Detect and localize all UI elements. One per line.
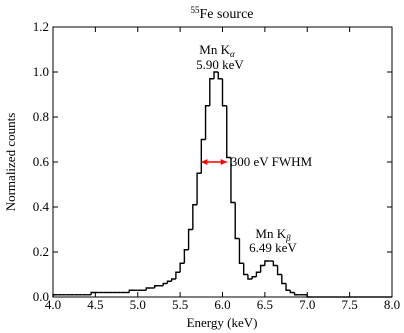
y-tick-label: 0.8 xyxy=(33,109,49,124)
histogram-step xyxy=(200,138,206,174)
histogram-step xyxy=(213,71,219,79)
ka_name-text: Mn K xyxy=(199,42,230,57)
kb_name-subscript: β xyxy=(285,233,291,243)
y-tick-label: 1.2 xyxy=(33,19,49,34)
ka_name: Mn Kα xyxy=(199,42,235,59)
histogram-step xyxy=(242,263,248,276)
y-axis-label: Normalized counts xyxy=(3,113,18,212)
ka_name-subscript: α xyxy=(230,49,235,59)
histogram-step xyxy=(306,294,312,298)
histogram-step xyxy=(162,282,168,286)
histogram-step xyxy=(90,291,96,295)
histogram-step xyxy=(170,278,176,282)
histogram-step xyxy=(192,204,198,230)
kb_energy: 6.49 keV xyxy=(249,240,297,255)
histogram-step xyxy=(166,280,172,284)
title-text: Fe source xyxy=(199,7,253,22)
y-tick-label: 0.4 xyxy=(33,199,50,214)
histogram-step xyxy=(289,290,295,294)
histogram-step xyxy=(234,202,240,240)
histogram-step xyxy=(276,265,282,276)
histogram-step xyxy=(217,72,223,80)
histogram-step xyxy=(247,274,253,280)
histogram-step xyxy=(187,228,193,250)
histogram-step xyxy=(128,289,134,293)
histogram-step xyxy=(175,271,181,279)
histogram-step xyxy=(226,105,231,159)
histogram-step xyxy=(272,261,278,267)
histogram-step xyxy=(196,172,202,205)
y-tick-label: 0.0 xyxy=(33,289,49,304)
histogram-step xyxy=(52,294,58,297)
x-tick-label: 7.0 xyxy=(299,297,315,312)
histogram-step xyxy=(221,78,227,107)
x-axis-label: Energy (keV) xyxy=(187,315,258,330)
histogram-step xyxy=(154,285,159,288)
histogram-step xyxy=(230,157,236,204)
histogram-step xyxy=(183,249,189,264)
histogram-step xyxy=(285,283,291,291)
y-tick-label: 0.2 xyxy=(33,244,49,259)
histogram-step xyxy=(238,238,244,264)
kb_name-text: Mn K xyxy=(255,226,286,241)
ka_energy: 5.90 keV xyxy=(196,57,244,72)
chart-title: 55Fe source xyxy=(190,5,253,22)
histogram-step xyxy=(293,292,299,296)
arrow-head xyxy=(201,159,208,165)
title-superscript: 55 xyxy=(190,5,200,15)
x-tick-label: 4.5 xyxy=(87,297,103,312)
fwhm-label: 300 eV FWHM xyxy=(231,154,313,169)
x-tick-label: 5.0 xyxy=(130,297,146,312)
y-tick-label: 0.6 xyxy=(33,154,50,169)
x-tick-label: 6.0 xyxy=(214,297,230,312)
x-tick-label: 7.5 xyxy=(342,297,358,312)
histogram-step xyxy=(255,271,261,277)
y-tick-label: 1.0 xyxy=(33,64,49,79)
histogram-step xyxy=(179,262,185,273)
arrow-head xyxy=(220,159,227,165)
x-tick-label: 6.5 xyxy=(257,297,273,312)
kb_name: Mn Kβ xyxy=(255,226,291,243)
x-tick-label: 4.0 xyxy=(45,297,61,312)
histogram-step xyxy=(209,78,215,106)
histogram-step xyxy=(204,105,210,140)
histogram-step xyxy=(264,260,270,266)
histogram-step xyxy=(145,287,151,291)
histogram-step xyxy=(251,276,257,279)
histogram-step xyxy=(281,274,287,285)
x-tick-label: 8.0 xyxy=(384,297,400,312)
x-tick-label: 5.5 xyxy=(172,297,188,312)
histogram-step xyxy=(259,264,265,273)
